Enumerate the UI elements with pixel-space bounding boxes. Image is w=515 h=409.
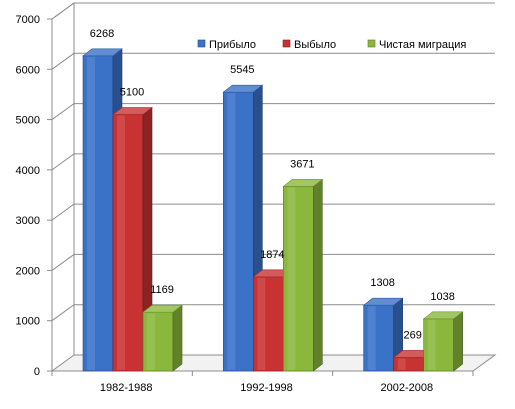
legend-label: Выбыло xyxy=(294,39,336,51)
legend-item: Чистая миграция xyxy=(367,39,466,51)
data-label: 1038 xyxy=(430,291,454,303)
legend-swatch xyxy=(282,39,291,48)
legend-swatch xyxy=(367,39,376,48)
legend-label: Прибыло xyxy=(209,39,256,51)
data-label: 1169 xyxy=(150,284,174,296)
wall-top-edge xyxy=(51,2,75,20)
data-label: 5100 xyxy=(120,87,144,99)
data-label: 269 xyxy=(403,329,421,341)
legend-swatch xyxy=(197,39,206,48)
x-axis: 1982-1988 1992-1998 2002-2008 xyxy=(51,371,474,394)
data-label: 1874 xyxy=(260,249,284,261)
y-tick-label: 4000 xyxy=(16,165,40,177)
bar xyxy=(282,178,324,372)
x-tick-label: 1982-1988 xyxy=(100,382,153,394)
bar xyxy=(142,304,183,372)
data-label: 5545 xyxy=(230,64,254,76)
legend-label: Чистая миграция xyxy=(379,39,466,51)
y-tick-label: 7000 xyxy=(16,14,40,26)
y-tick-label: 5000 xyxy=(16,115,40,127)
y-tick-label: 6000 xyxy=(16,64,40,76)
legend-item: Прибыло xyxy=(197,39,256,51)
legend: Прибыло Выбыло Чистая миграция xyxy=(197,39,466,51)
data-label: 3671 xyxy=(290,158,314,170)
data-label: 1308 xyxy=(370,277,394,289)
y-tick-label: 0 xyxy=(34,366,40,378)
y-axis: 0 1000 2000 3000 4000 5000 6000 7000 xyxy=(16,2,75,378)
bar xyxy=(222,84,264,372)
data-label: 6268 xyxy=(90,28,114,40)
y-tick-label: 3000 xyxy=(16,215,40,227)
y-tick-label: 1000 xyxy=(16,316,40,328)
gridline xyxy=(51,2,495,20)
x-tick-label: 1992-1998 xyxy=(240,382,293,394)
bar xyxy=(362,297,404,372)
data-labels: 6268 5545 1308 5100 1874 269 1169 3671 1038 xyxy=(90,28,455,342)
y-tick-label: 2000 xyxy=(16,265,40,277)
x-tick-label: 2002-2008 xyxy=(381,382,434,394)
bars xyxy=(82,48,464,372)
bar xyxy=(422,311,464,372)
legend-item: Выбыло xyxy=(282,39,336,51)
bar xyxy=(112,106,153,372)
